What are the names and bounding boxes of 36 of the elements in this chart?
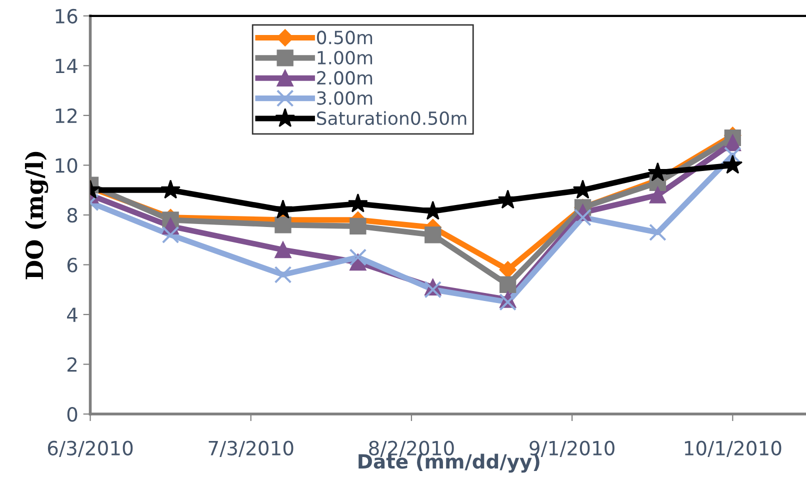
point bbox=[499, 293, 517, 311]
point bbox=[648, 162, 668, 182]
y-tick-label: 10 bbox=[56, 158, 78, 173]
point bbox=[424, 280, 442, 298]
legend-label: 1.00m bbox=[318, 50, 372, 65]
point bbox=[274, 241, 292, 258]
point bbox=[349, 248, 367, 266]
y-tick-label: 2 bbox=[68, 357, 77, 372]
y-tick-label: 14 bbox=[56, 58, 78, 74]
y-axis-title: DO (mg/l) bbox=[24, 152, 48, 280]
point bbox=[498, 190, 518, 209]
y-tick-label: 12 bbox=[56, 108, 77, 123]
legend-label: Saturation0.50m bbox=[316, 111, 466, 126]
point bbox=[574, 208, 592, 226]
x-tick-label: 10/1/2010 bbox=[684, 440, 782, 458]
point bbox=[424, 226, 442, 244]
point bbox=[348, 193, 368, 212]
point bbox=[499, 276, 516, 293]
y-tick-label: 0 bbox=[67, 406, 78, 422]
legend-label: 2.00m bbox=[317, 71, 372, 85]
point bbox=[160, 180, 181, 199]
x-tick-label: 6/3/2010 bbox=[48, 440, 133, 458]
point bbox=[274, 216, 292, 234]
point bbox=[649, 186, 666, 204]
point bbox=[350, 218, 366, 235]
legend-label: 0.50m bbox=[316, 30, 372, 44]
point bbox=[499, 261, 516, 278]
y-tick-label: 4 bbox=[67, 308, 78, 322]
point bbox=[274, 266, 292, 284]
point bbox=[162, 226, 180, 244]
y-tick-label: 8 bbox=[67, 208, 78, 223]
y-tick-label: 16 bbox=[56, 8, 78, 24]
legend-label: 3.00m bbox=[317, 91, 372, 105]
point bbox=[722, 154, 743, 174]
x-tick-label: 7/3/2010 bbox=[208, 440, 294, 458]
y-tick-label: 6 bbox=[67, 258, 78, 272]
